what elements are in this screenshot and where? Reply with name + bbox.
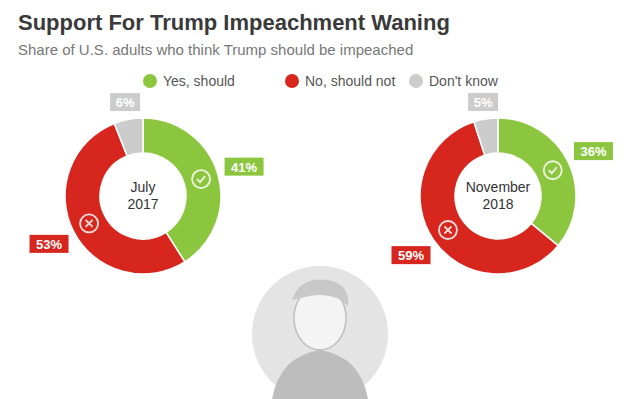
label-box bbox=[225, 158, 264, 176]
center-title-line: 2017 bbox=[127, 196, 158, 212]
data-label: 59% bbox=[392, 246, 431, 264]
icon-check bbox=[549, 167, 557, 173]
legend-label: No, should not bbox=[305, 73, 395, 89]
center-title-line: November bbox=[466, 179, 531, 195]
legend-label: Don't know bbox=[429, 73, 499, 89]
label-text: 59% bbox=[398, 248, 424, 263]
label-box bbox=[574, 142, 613, 160]
icon-cross bbox=[86, 220, 93, 227]
data-label: 6% bbox=[110, 93, 140, 111]
icon-cross bbox=[444, 227, 451, 234]
slice-icon bbox=[544, 161, 562, 179]
legend-swatch bbox=[285, 74, 299, 88]
label-text: 36% bbox=[580, 144, 606, 159]
legend-swatch bbox=[409, 74, 423, 88]
title: Support For Trump Impeachment Waning bbox=[18, 10, 450, 35]
center-title: November2018 bbox=[466, 179, 531, 212]
icon-ring bbox=[544, 161, 562, 179]
label-text: 5% bbox=[474, 95, 493, 110]
data-label: 5% bbox=[468, 93, 498, 111]
portrait bbox=[252, 266, 388, 399]
slice-icon bbox=[439, 221, 457, 239]
portrait-circle bbox=[252, 266, 388, 399]
legend-item: Don't know bbox=[409, 73, 499, 89]
label-text: 6% bbox=[116, 95, 135, 110]
chart: Support For Trump Impeachment Waning Shar… bbox=[0, 0, 640, 399]
center-title-line: 2018 bbox=[482, 196, 513, 212]
icon-ring bbox=[80, 214, 98, 232]
slice-icon bbox=[192, 170, 210, 188]
center-title-line: July bbox=[131, 179, 156, 195]
label-box bbox=[110, 93, 140, 111]
donut bbox=[65, 118, 221, 274]
label-text: 41% bbox=[231, 160, 257, 175]
icon-check bbox=[197, 176, 205, 182]
label-box bbox=[468, 93, 498, 111]
slice-icon bbox=[80, 214, 98, 232]
label-text: 53% bbox=[36, 237, 62, 252]
portrait-body bbox=[272, 350, 368, 399]
icon-ring bbox=[192, 170, 210, 188]
legend-item: No, should not bbox=[285, 73, 395, 89]
donut bbox=[420, 118, 576, 274]
center-title: July2017 bbox=[127, 179, 158, 212]
subtitle: Share of U.S. adults who think Trump sho… bbox=[18, 41, 413, 58]
slice bbox=[114, 118, 143, 156]
label-box bbox=[30, 235, 69, 253]
label-box bbox=[392, 246, 431, 264]
legend-swatch bbox=[143, 74, 157, 88]
data-label: 53% bbox=[30, 235, 69, 253]
slice bbox=[474, 118, 498, 155]
legend-label: Yes, should bbox=[163, 73, 235, 89]
icon-ring bbox=[439, 221, 457, 239]
data-label: 36% bbox=[574, 142, 613, 160]
data-label: 41% bbox=[225, 158, 264, 176]
legend-item: Yes, should bbox=[143, 73, 235, 89]
portrait-hair bbox=[292, 279, 348, 306]
